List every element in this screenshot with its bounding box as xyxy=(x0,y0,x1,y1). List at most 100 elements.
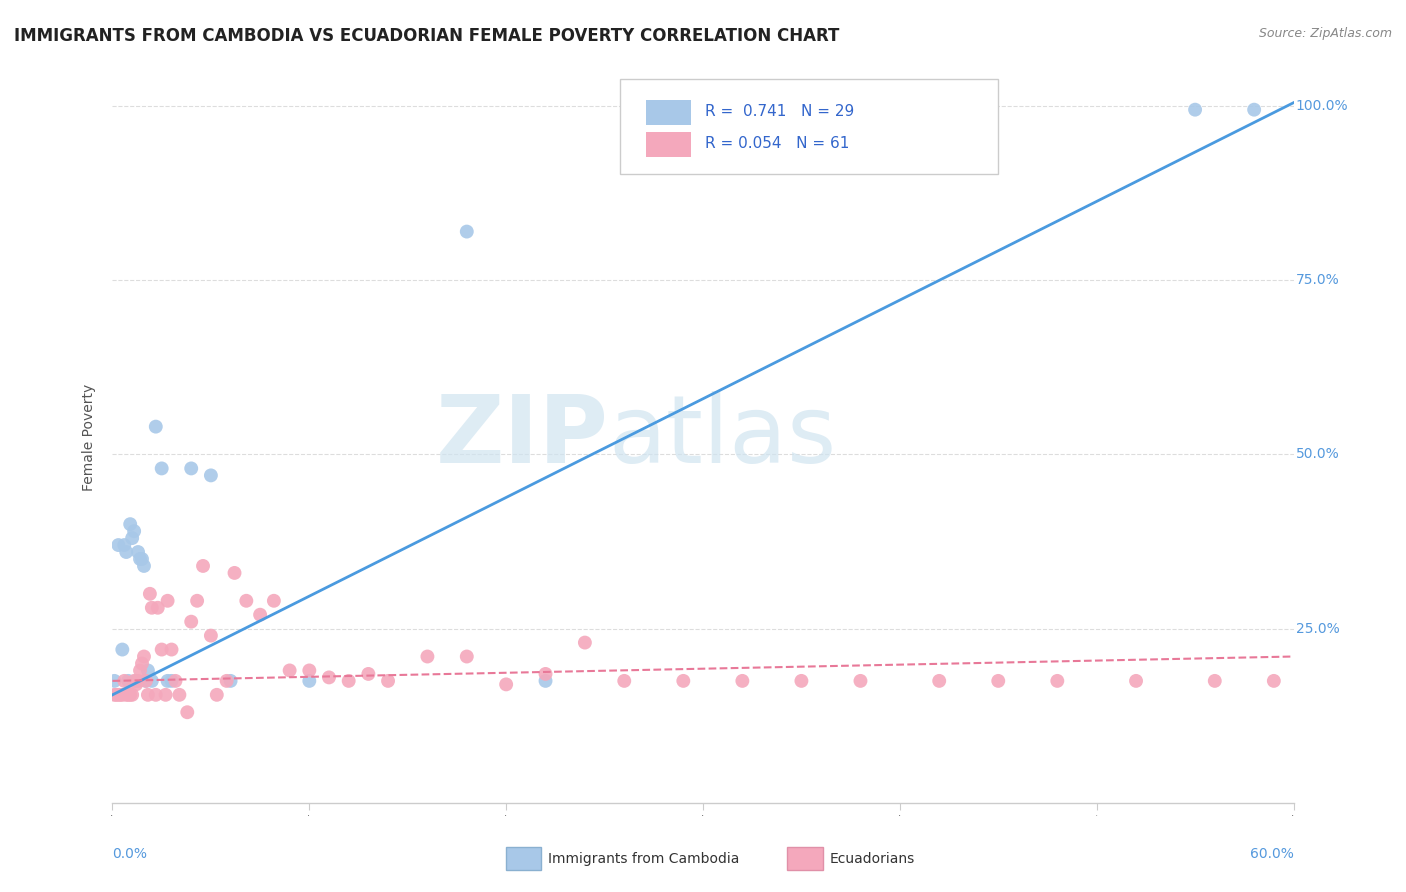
Point xyxy=(135,673,157,688)
Point xyxy=(115,688,138,702)
Text: ZIP: ZIP xyxy=(436,391,609,483)
Point xyxy=(105,688,128,702)
Point xyxy=(131,657,153,671)
Text: R =  0.741   N = 29: R = 0.741 N = 29 xyxy=(706,104,855,120)
Point xyxy=(107,538,129,552)
Point xyxy=(1263,673,1285,688)
Point xyxy=(112,538,135,552)
Point xyxy=(111,688,134,702)
Point xyxy=(110,688,132,702)
Point xyxy=(103,673,125,688)
Point xyxy=(127,545,149,559)
Point xyxy=(103,688,125,702)
Point xyxy=(1125,673,1147,688)
Point xyxy=(235,594,257,608)
Point xyxy=(215,673,238,688)
Point xyxy=(160,673,183,688)
Point xyxy=(111,642,134,657)
Point xyxy=(150,461,173,475)
Point xyxy=(249,607,271,622)
Point xyxy=(200,629,222,643)
FancyBboxPatch shape xyxy=(647,132,692,157)
Point xyxy=(613,673,636,688)
Point xyxy=(987,673,1010,688)
Text: R = 0.054   N = 61: R = 0.054 N = 61 xyxy=(706,136,849,152)
FancyBboxPatch shape xyxy=(647,100,692,125)
Point xyxy=(160,642,183,657)
Text: Ecuadorians: Ecuadorians xyxy=(830,852,915,865)
Point xyxy=(1204,673,1226,688)
Point xyxy=(928,673,950,688)
Point xyxy=(145,688,167,702)
Point xyxy=(127,673,149,688)
Point xyxy=(205,688,228,702)
Point xyxy=(495,677,517,691)
Point xyxy=(534,673,557,688)
Point xyxy=(186,594,208,608)
Text: 50.0%: 50.0% xyxy=(1296,448,1340,461)
Point xyxy=(357,667,380,681)
Point xyxy=(156,594,179,608)
Point xyxy=(146,600,169,615)
Point xyxy=(169,688,191,702)
Point xyxy=(1184,103,1206,117)
Point xyxy=(112,673,135,688)
Point xyxy=(121,688,143,702)
Point xyxy=(165,673,187,688)
Point xyxy=(139,587,162,601)
Point xyxy=(1243,103,1265,117)
Point xyxy=(156,673,179,688)
Point xyxy=(132,558,155,573)
Point xyxy=(224,566,246,580)
FancyBboxPatch shape xyxy=(620,78,998,174)
Point xyxy=(122,673,145,688)
Text: 100.0%: 100.0% xyxy=(1296,99,1348,113)
Point xyxy=(731,673,754,688)
Point xyxy=(191,558,214,573)
Point xyxy=(132,649,155,664)
Point xyxy=(141,600,163,615)
Y-axis label: Female Poverty: Female Poverty xyxy=(82,384,96,491)
Point xyxy=(120,517,142,532)
Text: Immigrants from Cambodia: Immigrants from Cambodia xyxy=(548,852,740,865)
Point xyxy=(176,705,198,719)
Point xyxy=(456,225,478,239)
Point xyxy=(337,673,360,688)
Point xyxy=(131,552,153,566)
Point xyxy=(155,688,177,702)
Point xyxy=(125,673,148,688)
Point xyxy=(180,615,202,629)
Point xyxy=(298,664,321,678)
Point xyxy=(318,670,340,684)
Point xyxy=(416,649,439,664)
Point xyxy=(672,673,695,688)
Text: 60.0%: 60.0% xyxy=(1250,847,1294,861)
Point xyxy=(1046,673,1069,688)
Point xyxy=(456,649,478,664)
Point xyxy=(107,688,129,702)
Point xyxy=(150,642,173,657)
Text: Source: ZipAtlas.com: Source: ZipAtlas.com xyxy=(1258,27,1392,40)
Point xyxy=(180,461,202,475)
Point xyxy=(117,688,139,702)
Point xyxy=(145,419,167,434)
Text: 75.0%: 75.0% xyxy=(1296,273,1340,287)
Point xyxy=(136,688,159,702)
Text: 0.0%: 0.0% xyxy=(112,847,148,861)
Point xyxy=(129,552,152,566)
Point xyxy=(125,677,148,691)
Point xyxy=(200,468,222,483)
Point xyxy=(122,524,145,538)
Point xyxy=(129,664,152,678)
Point xyxy=(120,688,142,702)
Text: 25.0%: 25.0% xyxy=(1296,622,1340,636)
Point xyxy=(141,673,163,688)
Point xyxy=(534,667,557,681)
Point xyxy=(574,635,596,649)
Point xyxy=(278,664,301,678)
Text: IMMIGRANTS FROM CAMBODIA VS ECUADORIAN FEMALE POVERTY CORRELATION CHART: IMMIGRANTS FROM CAMBODIA VS ECUADORIAN F… xyxy=(14,27,839,45)
Point xyxy=(790,673,813,688)
Point xyxy=(135,673,157,688)
Point xyxy=(115,545,138,559)
Point xyxy=(136,664,159,678)
